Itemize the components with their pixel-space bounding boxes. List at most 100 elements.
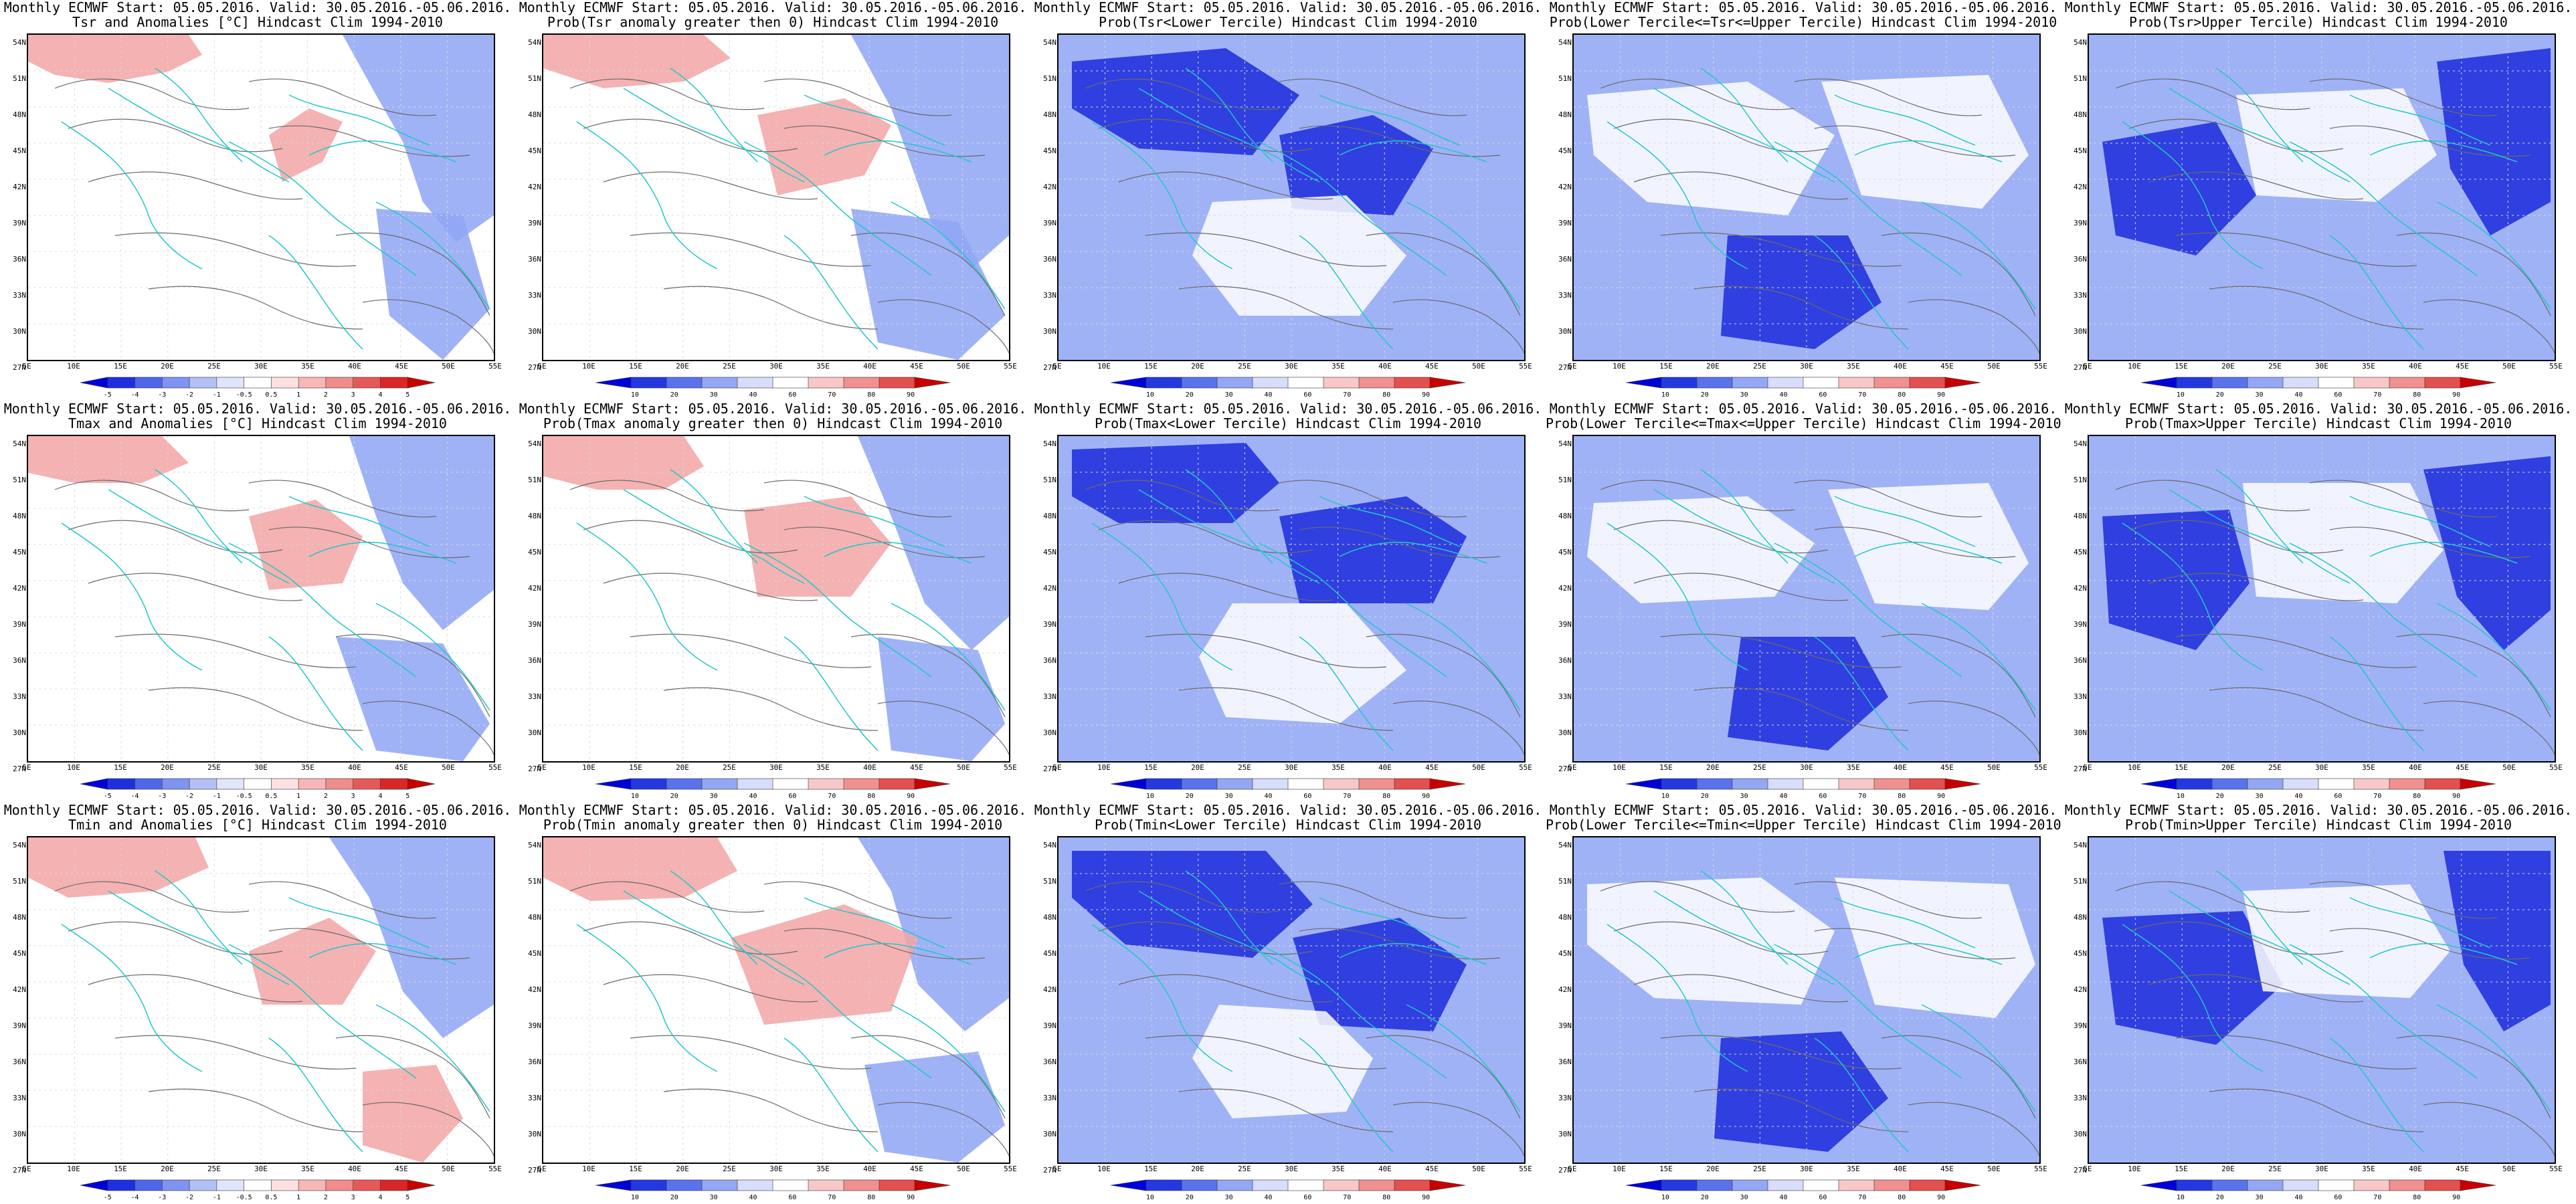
coastline [2289,944,2478,1079]
colorbar-label: 80 [1898,793,1906,800]
colorbar-label: -0.5 [236,391,252,399]
coastline [804,94,945,146]
map-svg [543,35,1009,360]
colorbar-svg [1110,377,1466,389]
colorbar-swatch [271,377,299,389]
map-svg [2089,837,2555,1163]
temperature-contour [569,480,765,512]
panel-title-line-1: Monthly ECMWF Start: 05.05.2016. Valid: … [3,401,512,417]
temperature-contour [1279,78,1467,116]
coastline [2369,140,2518,163]
colorbar [2140,1177,2496,1193]
temperature-contour [784,928,986,960]
longitude-label: 5E [22,362,31,371]
temperature-contour [1366,1035,1521,1119]
colorbar [595,375,951,391]
colorbar-swatch [1110,778,1147,790]
temperature-contour [88,974,303,1003]
colorbar-swatch [1394,778,1431,790]
latitude-label: 51N [1043,877,1056,886]
colorbar-swatch [1358,377,1395,389]
coastline [824,541,972,564]
coastline [61,121,203,270]
panel-title: Monthly ECMWF Start: 05.05.2016. Valid: … [0,0,515,32]
latitude-label: 51N [1558,476,1572,484]
colorbar-swatch [1216,778,1253,790]
colorbar-swatch [189,778,217,790]
temperature-contour [2396,232,2551,316]
colorbar-svg [2140,778,2496,790]
latitude-label: 27N [13,765,26,773]
map-plot [1572,435,2041,763]
colorbar-swatch [162,778,190,790]
coastline [1774,542,1962,678]
latitude-label: 48N [528,110,541,119]
colorbar-label: 30 [1224,391,1233,399]
latitude-label: 42N [2074,183,2087,191]
longitude-label: 45E [1425,763,1439,772]
blob-white2 [1835,878,2035,1018]
colorbar-label: 20 [1185,391,1194,399]
colorbar-swatch [737,778,773,790]
colorbar-label: 80 [1382,1194,1391,1201]
latitude-label: 36N [1558,255,1572,264]
colorbar-swatch [914,377,951,389]
temperature-contour [1145,232,1387,267]
colorbar-label: 20 [1700,391,1709,399]
colorbar-swatch [380,1179,409,1191]
colorbar-swatch [1252,1179,1289,1191]
temperature-contour [1693,687,1909,731]
colorbar-swatch [1429,778,1466,790]
longitude-label: 50E [957,1165,970,1173]
colorbar-swatch [2318,1179,2355,1191]
latitude-label: 42N [2074,584,2087,593]
coastline [743,141,932,276]
blob-blue [858,837,1009,1031]
latitude-label: 42N [13,584,26,593]
temperature-contour [2128,520,2344,554]
panel-title-line-2: Prob(Lower Tercile<=Tmin<=Upper Tercile)… [1546,817,2061,833]
latitude-label: 39N [1043,620,1056,629]
longitude-label: 5E [1052,1165,1062,1173]
temperature-contour [784,526,986,559]
longitude-label: 50E [2502,1165,2516,1173]
panel-title-line-1: Monthly ECMWF Start: 05.05.2016. Valid: … [2064,0,2573,15]
longitude-label: 50E [1987,1165,2001,1173]
panel-title-line-2: Tsr and Anomalies [°C] Hindcast Clim 199… [72,14,443,30]
colorbar-label: -1 [212,793,221,800]
colorbar-swatch [325,1179,354,1191]
longitude-label: 30E [769,1165,783,1173]
colorbar-label: 2 [323,793,328,800]
colorbar-swatch [1625,778,1662,790]
blob-red [543,35,731,88]
map-grid [1574,436,2039,761]
coastline [2436,201,2551,310]
longitude-label: 25E [2268,763,2282,772]
colorbar-swatch [1323,377,1360,389]
colorbar-swatch [353,778,381,790]
colorbar-label: 80 [2413,793,2421,800]
coastline [1138,88,1320,183]
temperature-contour [2115,480,2310,512]
panel-title: Monthly ECMWF Start: 05.05.2016. Valid: … [2061,0,2576,32]
blob-blue [329,837,494,1038]
map-svg [1574,436,2039,761]
colorbar-label: 10 [630,793,639,800]
longitude-label: 15E [2175,763,2188,772]
colorbar-svg [1110,778,1466,790]
blob-white [1199,603,1406,724]
longitude-label: 50E [1987,362,2001,371]
temperature-contour [1794,78,1983,116]
temperature-contour [335,232,490,316]
colorbar-label: 60 [2334,1194,2342,1201]
longitude-label: 10E [582,1165,595,1173]
temperature-contour [2128,921,2344,955]
longitude-label: 30E [1285,1165,1298,1173]
colorbar-label: 5 [405,793,410,800]
latitude-label: 51N [2074,877,2087,886]
map-plot [1572,33,2041,361]
longitude-label: 45E [1940,1165,1954,1173]
colorbar-swatch [595,778,632,790]
temperature-contour [268,526,470,559]
longitude-label: 25E [723,1165,736,1173]
